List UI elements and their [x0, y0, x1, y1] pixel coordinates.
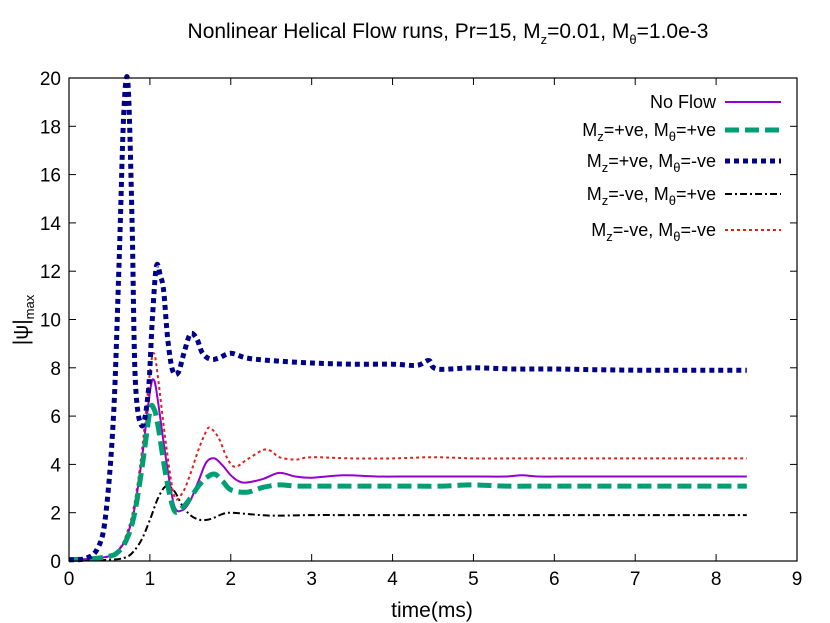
x-tick-label: 4	[387, 569, 398, 590]
x-tick-label: 2	[225, 569, 236, 590]
x-tick-label: 8	[711, 569, 722, 590]
y-axis: 0 2 4 6 8 10 12 14 16 18 20	[40, 69, 797, 573]
plot-area	[68, 74, 747, 563]
x-axis-label: time(ms)	[391, 599, 473, 622]
chart-title: Nonlinear Helical Flow runs, Pr=15, Mz=0…	[188, 20, 709, 47]
y-tick-label: 18	[40, 117, 61, 138]
y-tick-label: 4	[50, 455, 61, 476]
y-tick-label: 0	[50, 552, 61, 573]
series-line-1	[68, 402, 747, 563]
y-tick-label: 2	[50, 504, 61, 525]
legend-label-mz-pos-mt-pos: Mz=+ve, Mθ=+ve	[582, 120, 716, 144]
y-tick-label: 16	[40, 166, 61, 187]
legend-label-mz-neg-mt-pos: Mz=-ve, Mθ=+ve	[587, 184, 716, 208]
y-tick-label: 10	[40, 311, 61, 332]
x-tick-label: 6	[549, 569, 560, 590]
series-line-3	[68, 484, 747, 562]
y-axis-label: |ψ|max	[10, 294, 37, 345]
x-tick-label: 9	[792, 569, 803, 590]
legend-entry-mz-neg-mt-pos: Mz=-ve, Mθ=+ve	[587, 184, 781, 208]
y-tick-label: 20	[40, 69, 61, 90]
legend-label-no-flow: No Flow	[650, 92, 717, 112]
x-tick-label: 3	[306, 569, 317, 590]
legend-entry-no-flow: No Flow	[650, 92, 781, 112]
legend-entry-mz-pos-mt-neg: Mz=+ve, Mθ=-ve	[587, 151, 781, 175]
y-tick-label: 6	[50, 407, 61, 428]
legend-entry-mz-neg-mt-neg: Mz=-ve, Mθ=-ve	[591, 220, 781, 244]
x-tick-label: 7	[630, 569, 641, 590]
x-tick-label: 0	[64, 569, 75, 590]
legend-entry-mz-pos-mt-pos: Mz=+ve, Mθ=+ve	[582, 120, 781, 144]
x-tick-label: 1	[145, 569, 156, 590]
legend-label-mz-pos-mt-neg: Mz=+ve, Mθ=-ve	[587, 151, 716, 175]
legend-label-mz-neg-mt-neg: Mz=-ve, Mθ=-ve	[591, 220, 716, 244]
legend: No Flow Mz=+ve, Mθ=+ve Mz=+ve, Mθ=-ve Mz…	[582, 92, 781, 244]
x-axis: 0 1 2 3 4 5 6 7 8 9	[64, 78, 803, 590]
y-tick-label: 12	[40, 262, 61, 283]
series-line-0	[68, 378, 747, 561]
series-line-2	[68, 74, 747, 563]
x-tick-label: 5	[468, 569, 479, 590]
y-tick-label: 14	[40, 214, 62, 235]
series-line-4	[68, 352, 747, 561]
y-tick-label: 8	[50, 359, 61, 380]
